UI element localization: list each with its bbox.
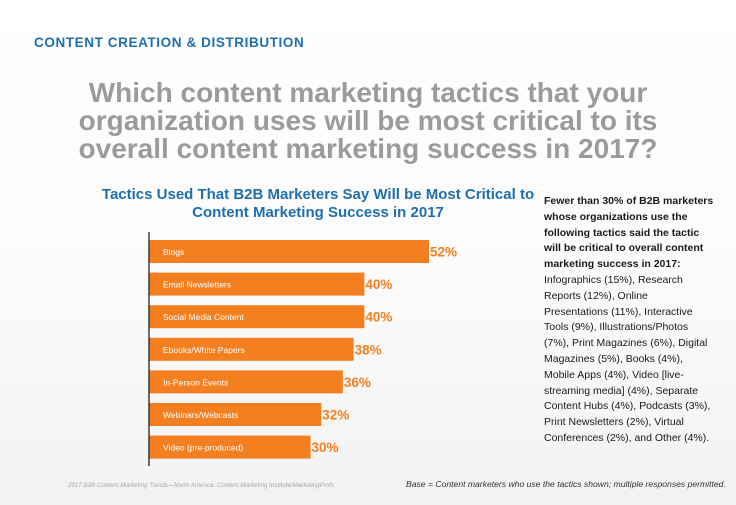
bar-label-in-person-events: In-Person Events (163, 377, 228, 387)
base-note: Base = Content marketers who use the tac… (406, 479, 726, 489)
sidebar-note: Fewer than 30% of B2B marketers whose or… (544, 194, 714, 447)
sidebar-note-text: Infographics (15%), Research Reports (12… (544, 273, 711, 444)
chart-title: Tactics Used That B2B Marketers Say Will… (101, 186, 535, 221)
value-label-webinars-webcasts: 32% (322, 408, 349, 423)
bar-label-webinars-webcasts: Webinars/Webcasts (163, 410, 238, 420)
sidebar-note-bold: Fewer than 30% of B2B marketers whose or… (544, 195, 714, 271)
bar-label-ebooks-white-papers: Ebooks/White Papers (163, 345, 245, 355)
bar-in-person-events (149, 370, 343, 394)
bar-webinars-webcasts (149, 403, 322, 426)
value-label-blogs: 52% (430, 245, 457, 260)
value-label-video-pre-produced: 30% (312, 440, 339, 455)
bar-label-blogs: Blogs (163, 247, 184, 257)
bar-social-media-content (149, 305, 365, 329)
value-label-ebooks-white-papers: 38% (355, 342, 382, 357)
bar-label-social-media-content: Social Media Content (163, 312, 244, 322)
bar-video-pre-produced (149, 435, 311, 459)
bar-label-video-pre-produced: Video (pre-produced) (163, 443, 243, 453)
section-label: CONTENT CREATION & DISTRIBUTION (34, 35, 305, 50)
bar-chart: Blogs 52% Email Newsletters 40% Social Media… (148, 232, 457, 466)
value-label-social-media-content: 40% (365, 310, 392, 325)
bar-blogs (149, 240, 429, 263)
bar-ebooks-white-papers (149, 337, 354, 361)
question-heading: Which content marketing tactics that you… (78, 77, 658, 164)
value-label-in-person-events: 36% (344, 375, 371, 390)
source-citation: 2017 B2B Content Marketing Trends—North … (68, 482, 335, 489)
value-label-email-newsletters: 40% (365, 277, 392, 292)
bar-email-newsletters (149, 272, 365, 296)
bar-label-email-newsletters: Email Newsletters (163, 280, 231, 290)
